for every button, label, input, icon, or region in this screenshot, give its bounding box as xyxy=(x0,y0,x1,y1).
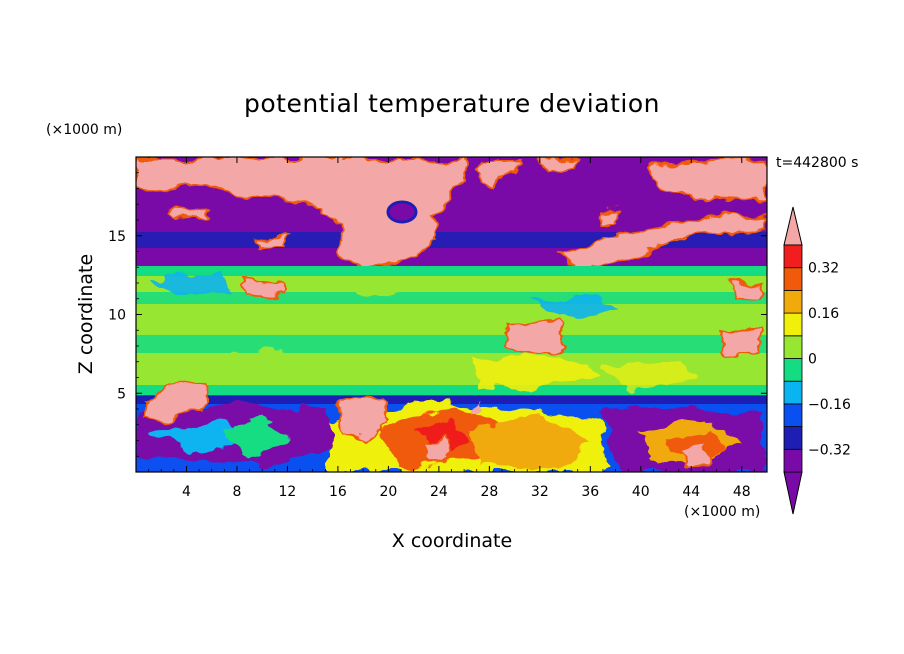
colorbar-below-triangle xyxy=(783,471,803,515)
x-axis-title: X coordinate xyxy=(392,530,512,552)
chart-title: potential temperature deviation xyxy=(244,89,660,118)
x-tick-label: 48 xyxy=(733,484,751,500)
colorbar-segment xyxy=(783,426,803,450)
x-tick-label: 24 xyxy=(430,484,448,500)
y-axis-title: Z coordinate xyxy=(75,254,97,374)
x-tick-label: 16 xyxy=(329,484,347,500)
x-tick-label: 36 xyxy=(581,484,599,500)
colorbar-segment xyxy=(783,403,803,427)
colorbar-label: −0.16 xyxy=(808,397,851,413)
y-axis: 5 10 15 xyxy=(108,172,767,457)
x-tick-label: 44 xyxy=(682,484,700,500)
colorbar-segment xyxy=(783,335,803,359)
y-tick-label: 5 xyxy=(117,386,126,402)
colorbar-label: 0.32 xyxy=(808,261,839,277)
y-unit-label: (×1000 m) xyxy=(46,122,122,138)
x-tick-label: 8 xyxy=(232,484,241,500)
colorbar-segment xyxy=(783,380,803,405)
y-tick-label: 15 xyxy=(108,229,126,245)
upper-pink-region xyxy=(136,158,767,270)
colorbar-above-triangle xyxy=(783,206,803,246)
x-tick-label: 20 xyxy=(379,484,397,500)
colorbar-segment xyxy=(783,244,803,269)
colorbar-label: −0.32 xyxy=(808,442,851,458)
colorbar-segment xyxy=(783,448,803,473)
x-tick-label: 12 xyxy=(279,484,297,500)
colorbar-segment xyxy=(783,267,803,291)
x-tick-label: 4 xyxy=(182,484,191,500)
colorbar: −0.32 −0.16 0 0.16 0.32 xyxy=(783,206,851,515)
colorbar-label: 0 xyxy=(808,352,817,368)
colorbar-label: 0.16 xyxy=(808,306,839,322)
x-tick-label: 40 xyxy=(632,484,650,500)
x-tick-label: 28 xyxy=(480,484,498,500)
x-tick-label: 32 xyxy=(531,484,549,500)
x-axis: 4 8 12 16 20 24 28 32 36 40 44 48 xyxy=(148,157,755,500)
y-tick-label: 10 xyxy=(108,308,126,324)
colorbar-segment xyxy=(783,358,803,382)
x-unit-label: (×1000 m) xyxy=(684,504,760,520)
colorbar-segment xyxy=(783,289,803,314)
colorbar-segment xyxy=(783,312,803,337)
plot-area xyxy=(136,157,767,472)
time-label: t=442800 s xyxy=(776,155,858,171)
